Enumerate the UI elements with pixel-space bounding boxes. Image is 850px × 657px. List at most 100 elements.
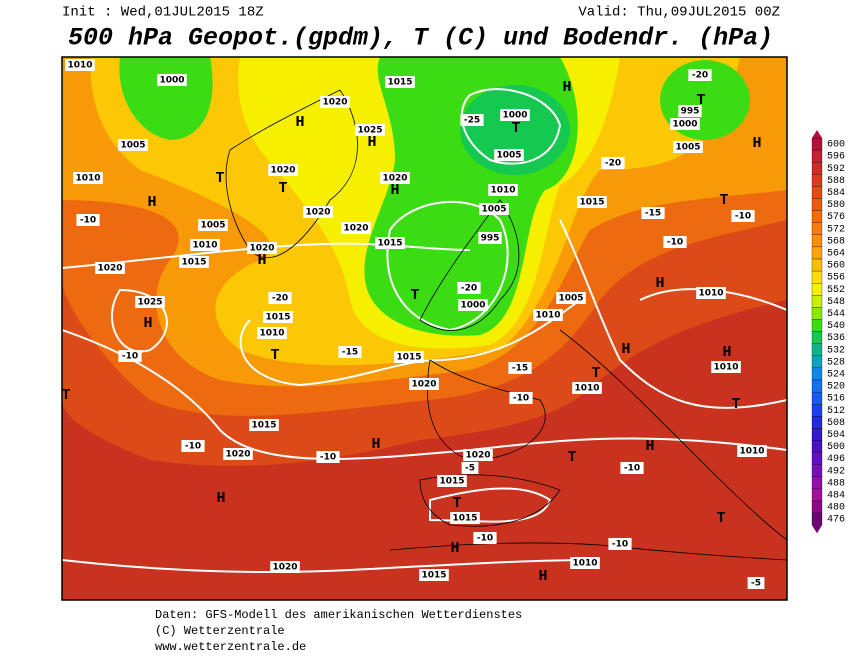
map-label-box	[500, 109, 530, 121]
footer-source: Daten: GFS-Modell des amerikanischen Wet…	[155, 608, 522, 622]
map-label: 1020	[465, 451, 490, 461]
map-label-box	[320, 96, 350, 108]
colorbar-label: 592	[827, 164, 845, 175]
pressure-center: H	[621, 341, 630, 358]
colorbar-swatch	[811, 428, 823, 441]
colorbar-swatch	[811, 186, 823, 199]
map-label-box	[268, 164, 298, 176]
colorbar-label: 544	[827, 309, 845, 320]
map-label: -10	[80, 216, 96, 226]
colorbar-swatch	[811, 246, 823, 260]
map-label-box	[570, 557, 600, 569]
colorbar-label: 584	[827, 188, 845, 199]
pressure-center: T	[731, 396, 740, 413]
map-label-box	[437, 475, 467, 487]
colorbar-label: 536	[827, 333, 845, 344]
colorbar-bottom-arrow	[812, 525, 822, 534]
colorbar-swatch	[811, 295, 823, 308]
map-label-box	[747, 577, 765, 589]
map-label: -10	[667, 238, 683, 248]
map-label-box	[118, 350, 142, 362]
map-label: 1005	[675, 143, 700, 153]
map-label: 1015	[251, 421, 276, 431]
map-label: 1015	[452, 514, 477, 524]
map-label: 1010	[75, 174, 100, 184]
map-label-box	[488, 184, 518, 196]
map-label-box	[270, 561, 300, 573]
map-label: 1015	[387, 78, 412, 88]
colorbar-swatch	[811, 379, 823, 393]
map-label: 1010	[574, 384, 599, 394]
map-label: -20	[605, 159, 621, 169]
map-label: 1000	[672, 120, 697, 130]
colorbar-swatch	[811, 440, 823, 453]
map-label-box	[670, 118, 700, 130]
map-label-box	[135, 296, 165, 308]
pressure-center: T	[452, 495, 461, 512]
map-label: 1020	[272, 563, 297, 573]
map-label: -10	[612, 540, 628, 550]
pressure-center: H	[390, 182, 399, 199]
map-label: 1015	[181, 258, 206, 268]
valid-time: Valid: Thu,09JUL2015 00Z	[578, 5, 780, 21]
map-label: -15	[512, 364, 528, 374]
pressure-center: H	[147, 194, 156, 211]
map-label-box	[190, 239, 220, 251]
map-label-box	[341, 222, 371, 234]
colorbar-label: 540	[827, 321, 845, 332]
colorbar-label: 504	[827, 430, 845, 441]
map-label-box	[249, 419, 279, 431]
colorbar-swatch	[811, 283, 823, 296]
map-label: 1015	[421, 571, 446, 581]
map-label: 995	[481, 234, 500, 244]
map-label: 1015	[396, 353, 421, 363]
map-label: 1020	[97, 264, 122, 274]
map-label-box	[316, 451, 340, 463]
colorbar-swatch	[811, 464, 823, 477]
footer-copyright: (C) Wetterzentrale	[155, 624, 285, 638]
map-label-box	[380, 172, 410, 184]
colorbar-swatch	[811, 222, 823, 235]
map-label: 1025	[357, 126, 382, 136]
map-label: 1015	[579, 198, 604, 208]
pressure-center: T	[410, 287, 419, 304]
map-label: 1010	[259, 329, 284, 339]
colorbar-swatch	[811, 512, 823, 526]
map-label: 1005	[496, 151, 521, 161]
map-label-box	[601, 157, 625, 169]
map-label-box	[247, 242, 277, 254]
map-label-box	[678, 105, 702, 117]
map-label: 1010	[192, 241, 217, 251]
map-label: 1005	[200, 221, 225, 231]
colorbar-swatch	[811, 452, 823, 465]
colorbar-label: 596	[827, 152, 845, 163]
map-label: -10	[477, 534, 493, 544]
low-center	[460, 85, 570, 175]
map-label: -20	[461, 284, 477, 294]
map-label: -10	[185, 442, 201, 452]
map-label-box	[508, 362, 532, 374]
map-label: 1010	[739, 447, 764, 457]
map-label: 1020	[382, 174, 407, 184]
map-label: 1000	[502, 111, 527, 121]
pressure-center: T	[511, 120, 520, 137]
colorbar-label: 580	[827, 200, 845, 211]
map-label: -10	[122, 352, 138, 362]
colorbar-swatch	[811, 355, 823, 369]
map-label-box	[268, 292, 292, 304]
map-label: 1010	[572, 559, 597, 569]
map-frame	[61, 56, 788, 601]
colorbar-label: 600	[827, 140, 845, 151]
map-label: 1015	[439, 477, 464, 487]
colorbar-swatch	[811, 367, 823, 381]
map-label-box	[394, 351, 424, 363]
map-label-box	[385, 76, 415, 88]
map-label-box	[688, 69, 712, 81]
map-label-box	[181, 440, 205, 452]
colorbar-label: 588	[827, 176, 845, 187]
colorbar-swatch	[811, 198, 823, 211]
map-label: -10	[513, 394, 529, 404]
pressure-center: H	[295, 114, 304, 131]
map-label-box	[157, 74, 187, 86]
colorbar-label: 496	[827, 454, 845, 465]
